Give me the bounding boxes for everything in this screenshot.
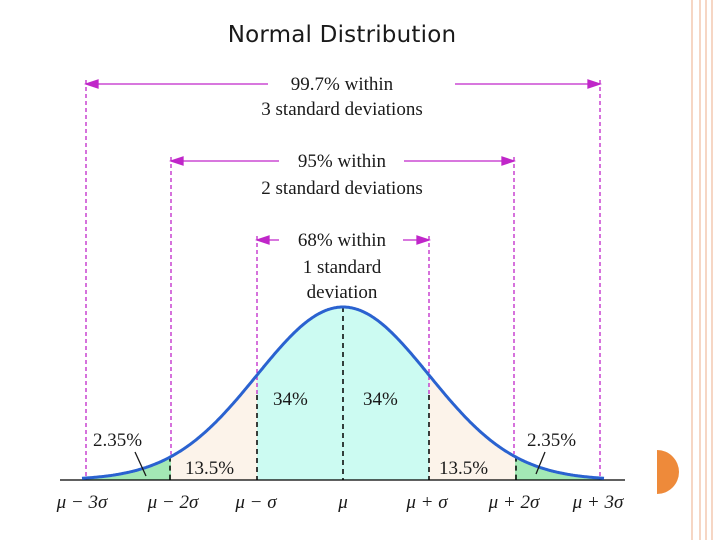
range-2sigma-line1: 95% within <box>298 151 387 172</box>
side-half-circle <box>657 450 679 494</box>
range-arrow-1sigma <box>254 235 432 245</box>
range-1sigma-line2: 1 standard <box>303 257 382 278</box>
range-1sigma-line3: deviation <box>307 282 378 303</box>
axis-label-plus-2sigma: μ + 2σ <box>488 492 540 513</box>
axis-label-plus-3sigma: μ + 3σ <box>572 492 624 513</box>
area-label-center-left: 34% <box>273 389 308 410</box>
center-area <box>257 307 429 480</box>
tail-right-area <box>515 456 604 480</box>
axis-label-mean: μ <box>337 492 348 513</box>
area-label-mid-left: 13.5% <box>185 458 234 479</box>
range-2sigma-line2: 2 standard deviations <box>261 178 422 199</box>
axis-label-minus-2sigma: μ − 2σ <box>147 492 199 513</box>
range-1sigma-line1: 68% within <box>298 230 387 251</box>
area-label-mid-right: 13.5% <box>439 458 488 479</box>
slide-title: Normal Distribution <box>227 22 457 48</box>
range-3sigma-line2: 3 standard deviations <box>261 99 422 120</box>
axis-label-plus-1sigma: μ + σ <box>405 492 448 513</box>
area-label-tail-right: 2.35% <box>527 430 576 451</box>
tail-right-pointer <box>535 451 546 475</box>
axis-label-minus-3sigma: μ − 3σ <box>56 492 108 513</box>
axis-label-minus-1sigma: μ − σ <box>234 492 277 513</box>
slide-border-lines <box>691 0 713 540</box>
area-label-tail-left: 2.35% <box>93 430 142 451</box>
area-label-center-right: 34% <box>363 389 398 410</box>
range-3sigma-line1: 99.7% within <box>291 74 394 95</box>
tail-left-pointer <box>134 451 147 477</box>
normal-curve <box>81 305 605 480</box>
range-arrow-2sigma <box>168 156 517 166</box>
range-arrow-3sigma <box>83 79 603 89</box>
tail-left-area <box>82 456 171 480</box>
